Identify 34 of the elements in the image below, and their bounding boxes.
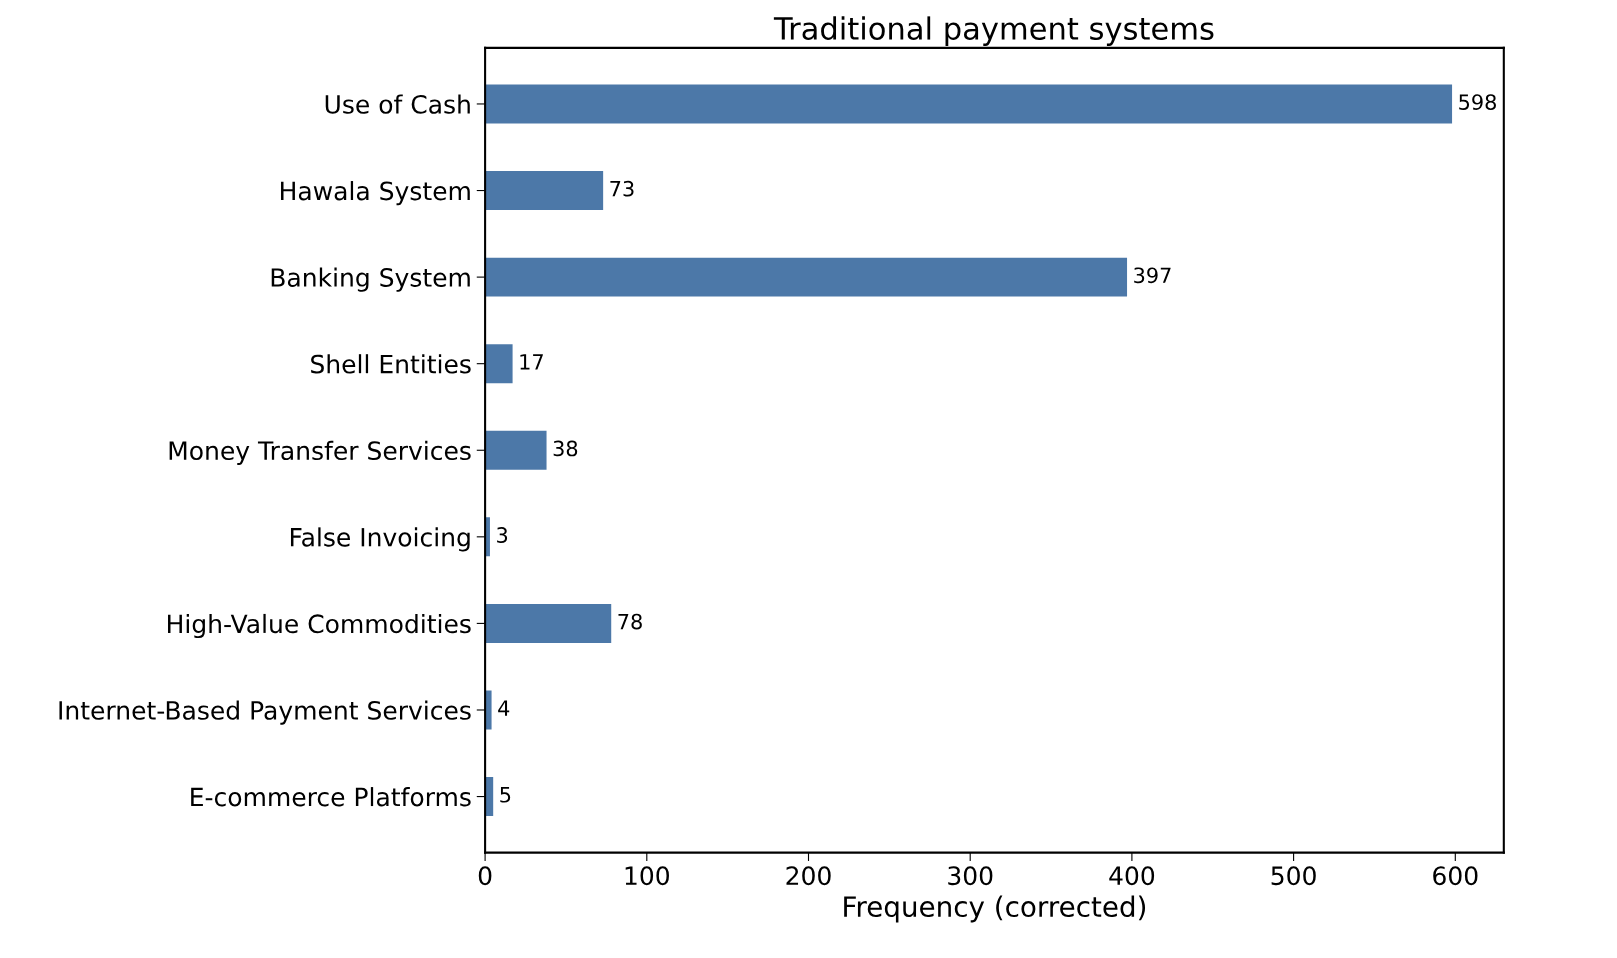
data-label: 598 <box>1459 94 1496 110</box>
x-tick-label: 300 <box>948 866 993 886</box>
chart-title: Traditional payment systems <box>773 16 1214 46</box>
y-tick-label: High-Value Commodities <box>168 613 471 639</box>
bar <box>485 257 1128 297</box>
data-label: 38 <box>553 440 578 457</box>
data-label: 5 <box>500 787 511 803</box>
x-tick-label: 0 <box>478 866 492 886</box>
x-tick-label: 600 <box>1433 866 1478 886</box>
y-tick-label: Money Transfer Services <box>169 440 471 465</box>
y-tick-label: Banking System <box>271 267 470 292</box>
data-label: 73 <box>610 180 634 197</box>
y-tick-label: Shell Entities <box>311 354 471 374</box>
x-tick-label: 100 <box>625 866 669 886</box>
data-label: 4 <box>498 700 510 716</box>
bar <box>485 344 513 384</box>
y-tick-label: Use of Cash <box>325 94 470 114</box>
data-label: 397 <box>1134 267 1171 284</box>
bar <box>485 690 492 730</box>
bar <box>485 603 612 643</box>
x-tick-label: 500 <box>1271 866 1316 886</box>
y-tick-label: E-commerce Platforms <box>191 787 471 807</box>
x-axis-title: Frequency (corrected) <box>844 895 1146 923</box>
bar <box>485 84 1453 124</box>
x-tick-label: 400 <box>1109 866 1155 886</box>
bar <box>485 430 547 470</box>
y-tick-label: False Invoicing <box>290 527 470 552</box>
bar <box>485 171 604 211</box>
x-tick-label: 200 <box>786 866 831 886</box>
data-label: 78 <box>618 613 642 630</box>
data-label: 17 <box>520 354 543 370</box>
y-tick-label: Hawala System <box>281 181 470 206</box>
y-tick-label: Internet-Based Payment Services <box>59 700 471 725</box>
data-label: 3 <box>497 527 508 543</box>
